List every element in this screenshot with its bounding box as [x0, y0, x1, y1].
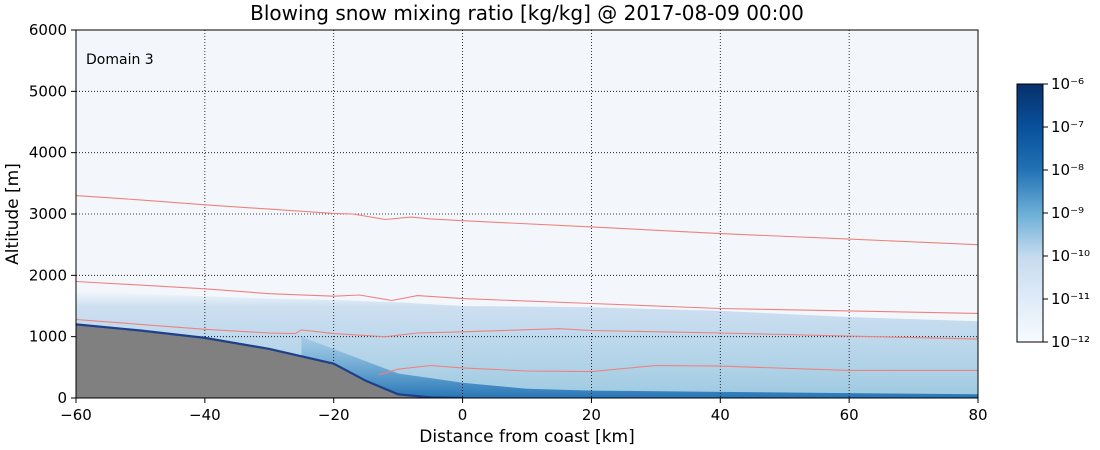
y-tick-label: 2000 [29, 266, 67, 284]
terrain-surface [76, 324, 463, 398]
y-tick-label: 4000 [29, 144, 67, 162]
colorbar-gradient [1016, 83, 1044, 343]
colorbar-tick-label: 10⁻⁸ [1051, 161, 1084, 179]
domain-annotation: Domain 3 [86, 52, 154, 68]
x-tick-label: 20 [582, 406, 601, 424]
x-tick-label: 60 [840, 406, 859, 424]
colorbar-tick-label: 10⁻¹⁰ [1051, 247, 1090, 265]
terrain [76, 323, 463, 398]
contour-line [76, 195, 978, 246]
x-tick-label: −20 [318, 406, 350, 424]
chart-title: Blowing snow mixing ratio [kg/kg] @ 2017… [250, 1, 804, 25]
y-tick-label: 1000 [29, 328, 67, 346]
y-axis: 0 1000 2000 3000 4000 5000 6000 [29, 21, 76, 407]
y-tick-label: 5000 [29, 82, 67, 100]
x-tick-label: 80 [968, 406, 987, 424]
terrain-snow-edge [76, 323, 463, 398]
colorbar-tick-label: 10⁻⁶ [1051, 75, 1084, 93]
contour-lines [76, 195, 978, 376]
grid-lines [76, 30, 978, 398]
y-tick-label: 6000 [29, 21, 67, 39]
colorbar-tick-label: 10⁻⁹ [1051, 204, 1084, 222]
colorbar-tick-label: 10⁻¹¹ [1051, 290, 1090, 308]
x-axis-label: Distance from coast [km] [419, 427, 634, 447]
contour-line [76, 280, 978, 314]
x-tick-label: −60 [60, 406, 92, 424]
colorbar-ticks: 10⁻¹² 10⁻¹¹ 10⁻¹⁰ 10⁻⁹ 10⁻⁸ 10⁻⁷ 10⁻⁶ [1043, 75, 1090, 351]
colorbar-tick-label: 10⁻⁷ [1051, 118, 1084, 136]
y-tick-label: 3000 [29, 205, 67, 223]
contour-line [76, 318, 978, 340]
y-tick-label: 0 [57, 389, 67, 407]
colorbar: 10⁻¹² 10⁻¹¹ 10⁻¹⁰ 10⁻⁹ 10⁻⁸ 10⁻⁷ 10⁻⁶ [1016, 75, 1090, 351]
x-tick-label: 0 [458, 406, 468, 424]
contour-line [378, 364, 978, 376]
x-tick-label: −40 [189, 406, 221, 424]
x-axis: −60 −40 −20 0 20 40 60 80 [60, 398, 988, 424]
colorbar-tick-label: 10⁻¹² [1051, 333, 1090, 351]
y-axis-label: Altitude [m] [3, 163, 23, 265]
plot-area [75, 29, 979, 399]
x-tick-label: 40 [711, 406, 730, 424]
